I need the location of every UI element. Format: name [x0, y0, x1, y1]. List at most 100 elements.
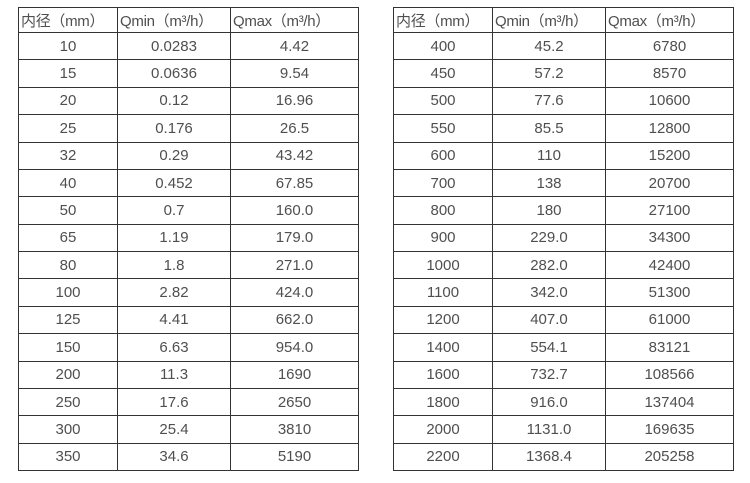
qmin-value: 1.19 — [117, 223, 231, 253]
qmax-value: 9.54 — [230, 59, 359, 88]
qmax-value: 26.5 — [230, 114, 359, 143]
qmax-value: 15200 — [605, 141, 734, 170]
table-row: 500 77.6 10600 — [393, 86, 734, 116]
table-row: 900 229.0 34300 — [393, 223, 734, 253]
qmin-value: 554.1 — [492, 333, 606, 362]
diameter-value: 2200 — [393, 442, 493, 472]
header-diameter: 内径（mm） — [18, 7, 118, 33]
diameter-value: 400 — [393, 31, 493, 61]
diameter-value: 1600 — [393, 360, 493, 389]
table-row: 1200 407.0 61000 — [393, 305, 734, 335]
qmin-value: 85.5 — [492, 114, 606, 143]
diameter-value: 1400 — [393, 333, 493, 362]
qmin-value: 282.0 — [492, 250, 606, 280]
diameter-value: 800 — [393, 196, 493, 225]
qmax-value: 6780 — [605, 31, 734, 61]
qmax-value: 662.0 — [230, 305, 359, 335]
diameter-value: 150 — [18, 333, 118, 362]
qmin-value: 180 — [492, 196, 606, 225]
qmax-value: 34300 — [605, 223, 734, 253]
qmax-value: 169635 — [605, 415, 734, 444]
table-row: 15 0.0636 9.54 — [18, 59, 359, 88]
qmin-value: 0.0636 — [117, 59, 231, 88]
diameter-value: 1800 — [393, 387, 493, 417]
qmax-value: 43.42 — [230, 141, 359, 170]
qmin-value: 45.2 — [492, 31, 606, 61]
table-row: 300 25.4 3810 — [18, 415, 359, 444]
qmin-value: 25.4 — [117, 415, 231, 444]
qmin-value: 6.63 — [117, 333, 231, 362]
qmax-value: 42400 — [605, 250, 734, 280]
table-row: 1400 554.1 83121 — [393, 333, 734, 362]
table-row: 400 45.2 6780 — [393, 31, 734, 61]
qmin-value: 17.6 — [117, 387, 231, 417]
table-row: 200 11.3 1690 — [18, 360, 359, 389]
diameter-value: 900 — [393, 223, 493, 253]
table-row: 150 6.63 954.0 — [18, 333, 359, 362]
qmin-value: 732.7 — [492, 360, 606, 389]
header-qmin: Qmin（m³/h） — [117, 7, 231, 33]
qmax-value: 2650 — [230, 387, 359, 417]
qmax-value: 8570 — [605, 59, 734, 88]
table-row: 700 138 20700 — [393, 168, 734, 198]
table-row: 40 0.452 67.85 — [18, 168, 359, 198]
diameter-value: 350 — [18, 442, 118, 472]
qmin-value: 0.176 — [117, 114, 231, 143]
header-qmax: Qmax（m³/h） — [605, 7, 734, 33]
table-header-row: 内径（mm） Qmin（m³/h） Qmax（m³/h） — [393, 7, 734, 33]
table-row: 2200 1368.4 205258 — [393, 442, 734, 472]
header-qmax: Qmax（m³/h） — [230, 7, 359, 33]
diameter-value: 10 — [18, 31, 118, 61]
table-row: 1000 282.0 42400 — [393, 250, 734, 280]
diameter-value: 15 — [18, 59, 118, 88]
table-row: 1100 342.0 51300 — [393, 278, 734, 307]
table-row: 10 0.0283 4.42 — [18, 31, 359, 61]
table-row: 1800 916.0 137404 — [393, 387, 734, 417]
diameter-value: 600 — [393, 141, 493, 170]
table-row: 50 0.7 160.0 — [18, 196, 359, 225]
qmax-value: 954.0 — [230, 333, 359, 362]
qmin-value: 0.12 — [117, 86, 231, 116]
qmin-value: 916.0 — [492, 387, 606, 417]
table-row: 2000 1131.0 169635 — [393, 415, 734, 444]
diameter-value: 250 — [18, 387, 118, 417]
table-row: 65 1.19 179.0 — [18, 223, 359, 253]
diameter-value: 20 — [18, 86, 118, 116]
table-row: 450 57.2 8570 — [393, 59, 734, 88]
qmax-value: 137404 — [605, 387, 734, 417]
qmax-value: 61000 — [605, 305, 734, 335]
table-row: 1600 732.7 108566 — [393, 360, 734, 389]
qmax-value: 160.0 — [230, 196, 359, 225]
table-row: 20 0.12 16.96 — [18, 86, 359, 116]
table-row: 250 17.6 2650 — [18, 387, 359, 417]
qmin-value: 2.82 — [117, 278, 231, 307]
diameter-value: 200 — [18, 360, 118, 389]
header-qmin: Qmin（m³/h） — [492, 7, 606, 33]
table-header-row: 内径（mm） Qmin（m³/h） Qmax（m³/h） — [18, 7, 359, 33]
diameter-value: 2000 — [393, 415, 493, 444]
diameter-value: 25 — [18, 114, 118, 143]
table-row: 80 1.8 271.0 — [18, 250, 359, 280]
qmax-value: 271.0 — [230, 250, 359, 280]
qmax-value: 205258 — [605, 442, 734, 472]
qmin-value: 77.6 — [492, 86, 606, 116]
qmin-value: 342.0 — [492, 278, 606, 307]
qmin-value: 11.3 — [117, 360, 231, 389]
qmax-value: 424.0 — [230, 278, 359, 307]
diameter-value: 300 — [18, 415, 118, 444]
qmax-value: 179.0 — [230, 223, 359, 253]
qmin-value: 138 — [492, 168, 606, 198]
qmin-value: 229.0 — [492, 223, 606, 253]
qmax-value: 10600 — [605, 86, 734, 116]
qmax-value: 67.85 — [230, 168, 359, 198]
table-row: 800 180 27100 — [393, 196, 734, 225]
diameter-value: 50 — [18, 196, 118, 225]
qmin-value: 0.452 — [117, 168, 231, 198]
table-row: 125 4.41 662.0 — [18, 305, 359, 335]
qmax-value: 5190 — [230, 442, 359, 472]
qmin-value: 1131.0 — [492, 415, 606, 444]
qmin-value: 0.29 — [117, 141, 231, 170]
qmin-value: 110 — [492, 141, 606, 170]
diameter-value: 65 — [18, 223, 118, 253]
